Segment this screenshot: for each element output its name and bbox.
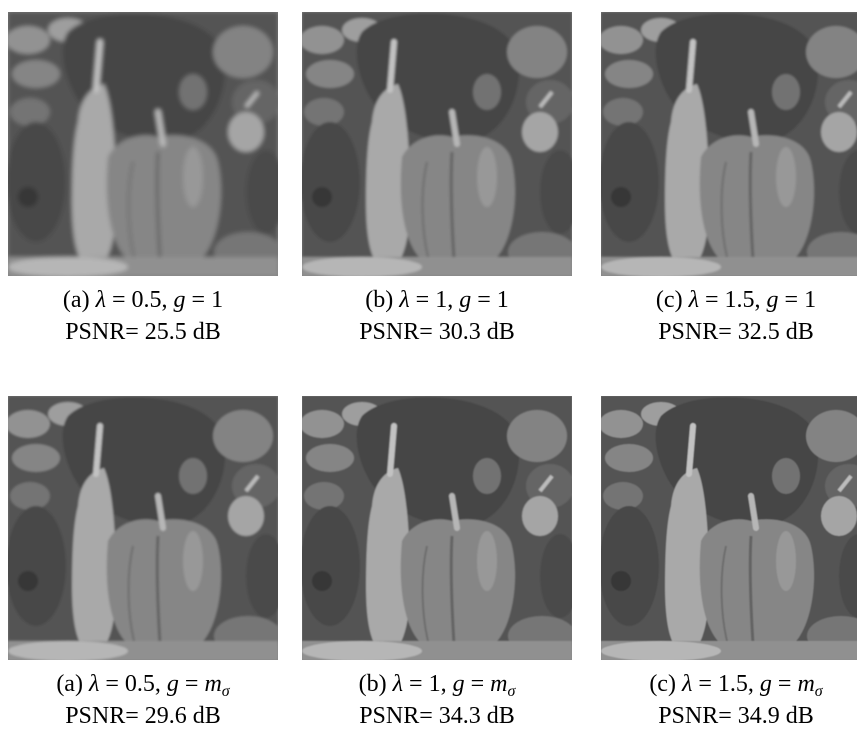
lambda-symbol: λ	[681, 671, 693, 697]
peppers-image	[601, 396, 857, 660]
lambda-value: 1	[428, 671, 441, 697]
lambda-symbol: λ	[399, 287, 410, 313]
caption-parameters: (b) λ = 1, g = 1	[365, 287, 509, 313]
caption-psnr: PSNR= 29.6 dB	[0, 700, 298, 732]
panel-image	[302, 396, 572, 660]
psnr-label: PSNR=	[65, 703, 139, 729]
g-symbol: g	[166, 671, 179, 697]
caption-parameters: (c) λ = 1.5, g = mσ	[649, 671, 823, 700]
caption-psnr: PSNR= 34.9 dB	[581, 700, 857, 732]
psnr-label: PSNR=	[658, 703, 732, 729]
caption-parameters: (a) λ = 0.5, g = 1	[62, 287, 224, 313]
g-symbol: g	[173, 287, 186, 313]
g-value: m	[490, 671, 508, 697]
panel-label: (b)	[365, 287, 394, 313]
g-value: 1	[496, 287, 509, 313]
psnr-unit: dB	[486, 319, 515, 345]
panel-image	[302, 12, 572, 276]
lambda-value: 1.5	[724, 287, 755, 313]
psnr-unit: dB	[785, 703, 814, 729]
g-subscript: σ	[221, 683, 230, 700]
g-symbol: g	[452, 671, 465, 697]
panel-label: (c)	[649, 671, 676, 697]
lambda-value: 1	[435, 287, 448, 313]
panel-label: (a)	[56, 671, 83, 697]
g-subscript: σ	[507, 683, 516, 700]
panel-image	[601, 396, 857, 660]
panel-caption: (c) λ = 1.5, g = 1 PSNR= 32.5 dB	[581, 284, 857, 348]
psnr-label: PSNR=	[359, 319, 433, 345]
lambda-symbol: λ	[688, 287, 699, 313]
g-value: m	[797, 671, 815, 697]
psnr-value: 29.6	[144, 703, 187, 729]
lambda-symbol: λ	[392, 671, 404, 697]
panel-caption: (b) λ = 1, g = mσ PSNR= 34.3 dB	[282, 668, 592, 732]
psnr-label: PSNR=	[658, 319, 732, 345]
g-symbol: g	[766, 287, 779, 313]
caption-psnr: PSNR= 34.3 dB	[282, 700, 592, 732]
caption-psnr: PSNR= 25.5 dB	[0, 316, 298, 348]
panel-label: (c)	[655, 287, 683, 313]
psnr-value: 25.5	[144, 319, 187, 345]
lambda-value: 0.5	[124, 671, 155, 697]
caption-parameters: (a) λ = 0.5, g = mσ	[56, 671, 230, 700]
panel-image	[601, 12, 857, 276]
psnr-value: 34.3	[438, 703, 481, 729]
caption-parameters: (c) λ = 1.5, g = 1	[655, 287, 817, 313]
caption-parameters: (b) λ = 1, g = mσ	[358, 671, 516, 700]
panel-image	[8, 12, 278, 276]
psnr-unit: dB	[486, 703, 515, 729]
panel-caption: (a) λ = 0.5, g = 1 PSNR= 25.5 dB	[0, 284, 298, 348]
panel-caption: (a) λ = 0.5, g = mσ PSNR= 29.6 dB	[0, 668, 298, 732]
lambda-symbol: λ	[88, 671, 100, 697]
lambda-value: 1.5	[717, 671, 748, 697]
panel-label: (a)	[62, 287, 90, 313]
psnr-value: 30.3	[438, 319, 481, 345]
g-symbol: g	[459, 287, 472, 313]
panel-image	[8, 396, 278, 660]
caption-psnr: PSNR= 32.5 dB	[581, 316, 857, 348]
psnr-value: 34.9	[737, 703, 780, 729]
g-symbol: g	[759, 671, 772, 697]
peppers-image	[8, 396, 278, 660]
g-value: 1	[804, 287, 817, 313]
peppers-image	[8, 12, 278, 276]
psnr-value: 32.5	[737, 319, 780, 345]
lambda-symbol: λ	[95, 287, 106, 313]
peppers-image	[302, 12, 572, 276]
psnr-unit: dB	[785, 319, 814, 345]
g-subscript: σ	[814, 683, 823, 700]
psnr-label: PSNR=	[65, 319, 139, 345]
g-value: 1	[211, 287, 224, 313]
lambda-value: 0.5	[131, 287, 162, 313]
psnr-unit: dB	[192, 703, 221, 729]
panel-label: (b)	[358, 671, 387, 697]
peppers-image	[302, 396, 572, 660]
caption-psnr: PSNR= 30.3 dB	[282, 316, 592, 348]
g-value: m	[204, 671, 222, 697]
peppers-image	[601, 12, 857, 276]
psnr-label: PSNR=	[359, 703, 433, 729]
panel-caption: (c) λ = 1.5, g = mσ PSNR= 34.9 dB	[581, 668, 857, 732]
psnr-unit: dB	[192, 319, 221, 345]
panel-caption: (b) λ = 1, g = 1 PSNR= 30.3 dB	[282, 284, 592, 348]
